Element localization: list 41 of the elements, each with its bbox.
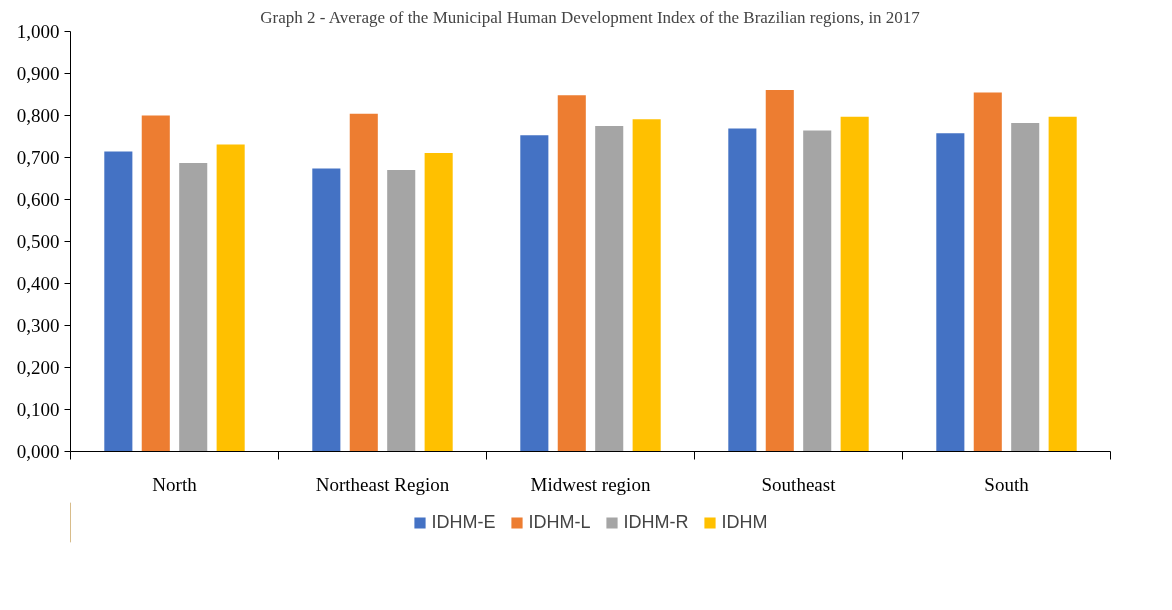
bar bbox=[595, 126, 624, 452]
y-tick-label: 0,500 bbox=[16, 231, 60, 252]
y-tick-label: 0,000 bbox=[16, 441, 60, 462]
y-tick-label: 0,300 bbox=[16, 315, 60, 336]
y-tick-label: 1,000 bbox=[16, 21, 60, 42]
bar bbox=[765, 89, 794, 452]
bar bbox=[936, 133, 965, 452]
y-tick-label: 0,400 bbox=[16, 273, 60, 294]
legend-label: IDHM-R bbox=[623, 511, 689, 533]
x-tick-label: Northeast Region bbox=[315, 473, 450, 495]
x-tick-label: Southeast bbox=[761, 473, 837, 495]
bar bbox=[179, 162, 208, 452]
x-tick-label: Midwest region bbox=[530, 473, 651, 495]
legend-label: IDHM-E bbox=[431, 511, 496, 533]
bar bbox=[557, 95, 586, 452]
x-tick-label: South bbox=[984, 473, 1030, 495]
y-tick-label: 0,200 bbox=[16, 357, 60, 378]
bar bbox=[520, 135, 549, 452]
bar bbox=[840, 116, 869, 452]
chart-title: Graph 2 - Average of the Municipal Human Development Index of the Brazilian regions, in 2017 bbox=[260, 7, 921, 27]
x-tick-label: North bbox=[152, 473, 198, 495]
bar bbox=[312, 168, 341, 452]
legend-label: IDHM bbox=[721, 511, 768, 533]
bar bbox=[349, 113, 378, 452]
bar bbox=[728, 128, 757, 452]
y-tick-label: 0,600 bbox=[16, 189, 60, 210]
bar bbox=[1011, 123, 1040, 452]
bar bbox=[216, 144, 245, 452]
y-tick-label: 0,800 bbox=[16, 105, 60, 126]
bar bbox=[632, 119, 661, 452]
bar bbox=[387, 170, 416, 452]
legend-label: IDHM-L bbox=[528, 511, 591, 533]
y-tick-label: 0,900 bbox=[16, 63, 60, 84]
bar bbox=[1048, 116, 1077, 452]
bar bbox=[104, 151, 133, 452]
bar bbox=[424, 152, 453, 452]
y-tick-label: 0,700 bbox=[16, 147, 60, 168]
bar bbox=[803, 130, 832, 452]
bar bbox=[141, 115, 170, 452]
y-tick-label: 0,100 bbox=[16, 399, 60, 420]
bar bbox=[973, 92, 1002, 452]
